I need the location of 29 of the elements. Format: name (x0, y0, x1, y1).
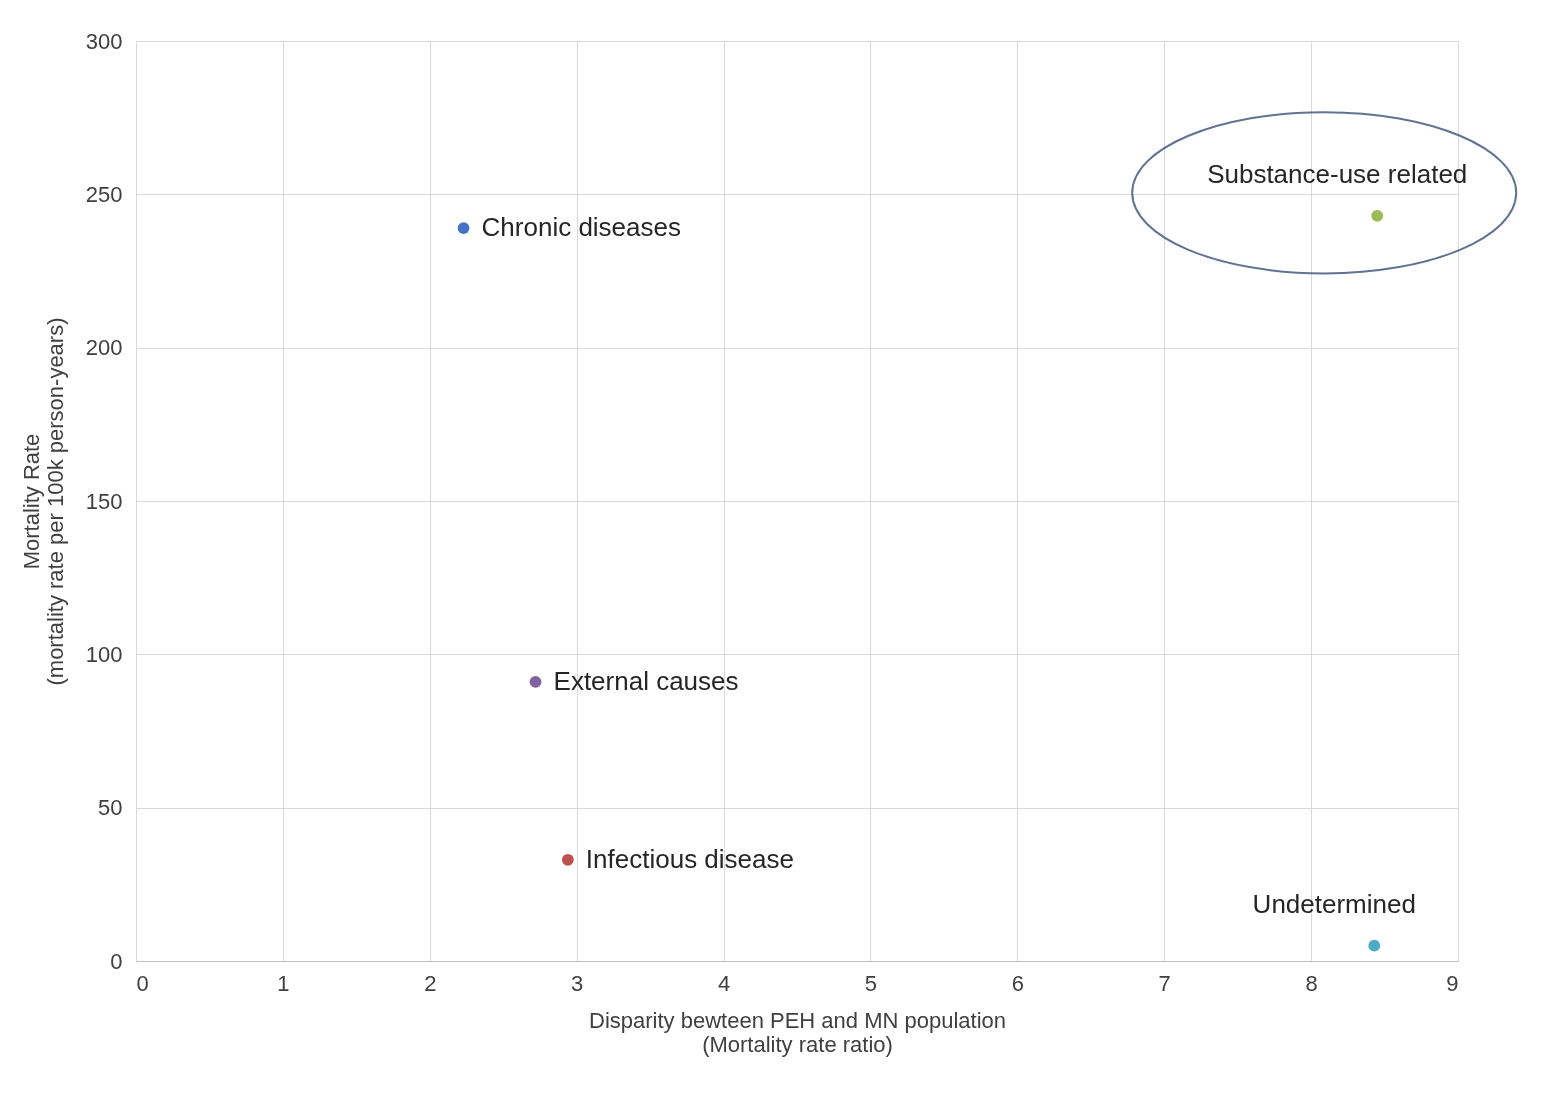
point (1368, 939, 1381, 952)
y-tick-label: 300 (85, 28, 123, 54)
x-tick-label: 1 (277, 970, 290, 996)
series-label: Chronic diseases (481, 212, 681, 243)
y-tick-label: 250 (85, 181, 123, 207)
series-label: Undetermined (1252, 888, 1416, 919)
x-tick-label: 0 (136, 970, 149, 996)
x-tick-label: 4 (717, 970, 731, 996)
point (561, 853, 574, 866)
y-tick-label: 0 (110, 948, 123, 974)
point (529, 676, 542, 688)
y-tick-label: 100 (85, 641, 123, 667)
x-tick-label: 5 (864, 970, 878, 996)
y-tick-label: 200 (85, 335, 123, 361)
series-label: Infectious disease (585, 843, 794, 874)
x-tick-label: 9 (1446, 970, 1459, 996)
x-tick-label: 7 (1158, 970, 1171, 996)
series-label: External causes (553, 665, 739, 696)
y-tick-label: 150 (85, 488, 123, 514)
point (457, 222, 470, 234)
x-tick-label: 6 (1011, 970, 1024, 996)
x-tick-label: 3 (571, 970, 584, 996)
x-tick-label: 8 (1305, 970, 1318, 996)
y-tick-label: 50 (98, 795, 123, 821)
text: Substance-use related (1207, 158, 1468, 189)
y-axis-title: Mortality Rate (mortality rate per 100k person-years) (18, 317, 68, 686)
point (1371, 209, 1384, 222)
x-tick-label: 2 (424, 970, 437, 996)
x-axis-title: Disparity bewteen PEH and MN population (Mortality rate ratio) (588, 1007, 1007, 1057)
